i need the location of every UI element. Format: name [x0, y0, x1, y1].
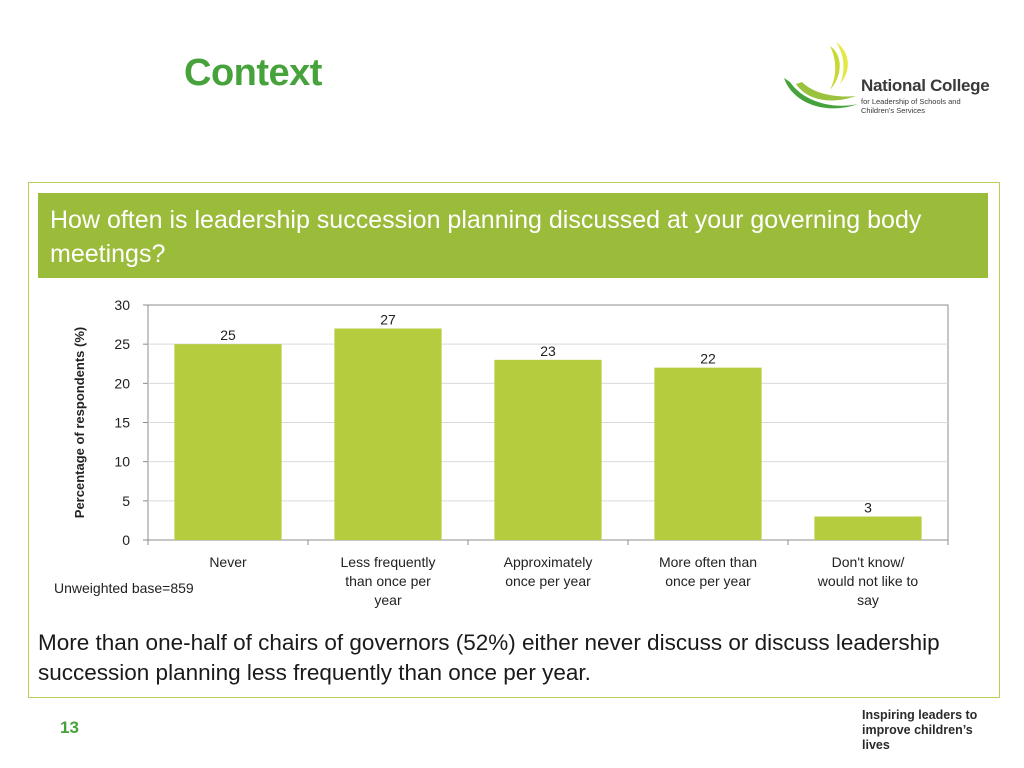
x-tick-label: More often than	[659, 554, 757, 570]
x-tick-label: than once per	[345, 573, 431, 589]
y-axis-label: Percentage of respondents (%)	[72, 327, 87, 518]
data-label: 25	[220, 327, 236, 343]
swoosh-icon	[784, 42, 858, 109]
bar	[654, 367, 762, 540]
slide-title: Context	[184, 52, 322, 94]
y-tick-label: 30	[114, 297, 130, 313]
y-tick-label: 20	[114, 375, 130, 391]
data-label: 23	[540, 343, 556, 359]
y-tick-label: 10	[114, 454, 130, 470]
bar-chart: 0 5 10 15 20 25 30 Percentage of respondents (%…	[72, 297, 949, 608]
question-banner: How often is leadership succession plann…	[38, 193, 988, 278]
y-tick-label: 0	[122, 532, 130, 548]
y-tick-label: 5	[122, 493, 130, 509]
y-tick-label: 25	[114, 336, 130, 352]
base-note: Unweighted base=859	[54, 580, 194, 596]
tagline: Inspiring leaders to improve children’s …	[862, 708, 978, 752]
x-tick-label: say	[857, 592, 879, 608]
x-tick-label: Less frequently	[341, 554, 436, 570]
x-tick-label: year	[374, 592, 402, 608]
x-tick-label: would not like to	[817, 573, 919, 589]
bar	[814, 516, 922, 540]
x-tick-label: Approximately	[504, 554, 593, 570]
x-tick-label: once per year	[505, 573, 591, 589]
content-frame	[28, 182, 1000, 698]
x-tick-label: Don't know/	[832, 554, 905, 570]
x-tick-label: Never	[209, 554, 247, 570]
bar	[334, 328, 442, 540]
data-label: 3	[864, 500, 872, 516]
logo-name: National College	[861, 76, 990, 95]
data-label: 27	[380, 312, 396, 328]
data-label: 22	[700, 351, 716, 367]
bar	[494, 359, 602, 540]
y-tick-label: 15	[114, 415, 130, 431]
page-number: 13	[60, 718, 79, 737]
summary-text: More than one-half of chairs of governor…	[38, 630, 940, 685]
national-college-logo: National College for Leadership of Schoo…	[778, 40, 998, 120]
x-tick-label: once per year	[665, 573, 751, 589]
logo-subtitle: for Leadership of Schools and Children's…	[861, 97, 961, 115]
bar	[174, 344, 282, 540]
